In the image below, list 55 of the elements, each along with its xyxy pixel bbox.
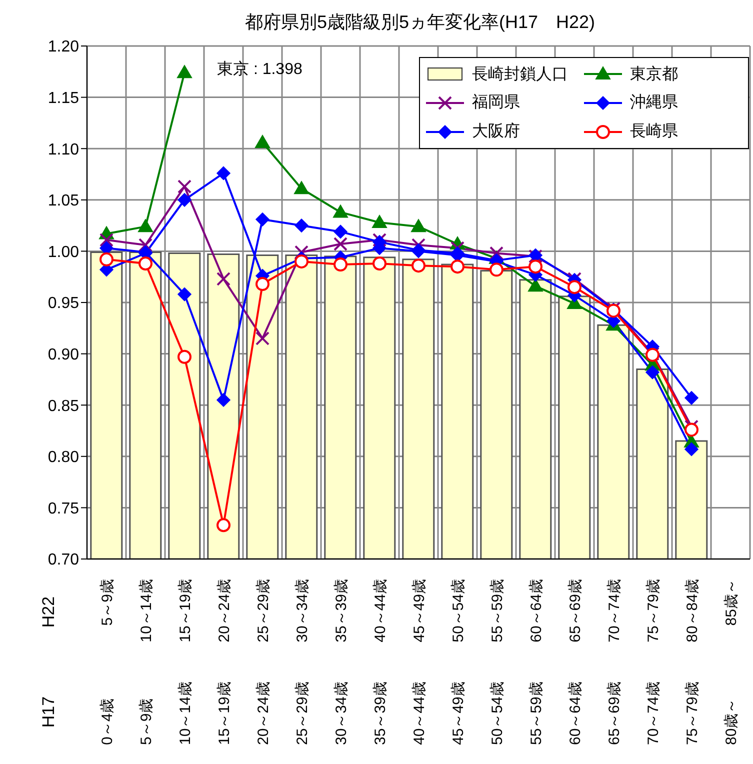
- x-tick-label: 5～9歳: [98, 579, 116, 626]
- y-tick-label: 1.05: [48, 192, 80, 210]
- text: H17: [38, 696, 58, 728]
- x-tick-label: 65～69歳: [566, 579, 584, 642]
- legend-label: 沖縄県: [630, 92, 678, 114]
- text: 0～4歳: [98, 698, 116, 745]
- annotation: 東京 : 1.398: [217, 60, 302, 78]
- x-tick-label: 10～14歳: [138, 579, 155, 642]
- x-tick-label: 70～74歳: [606, 579, 623, 642]
- text: 65～69歳: [606, 682, 623, 745]
- legend-label: 長崎封鎖人口: [472, 64, 568, 85]
- text: 20～24歳: [254, 682, 272, 745]
- legend-label: 福岡県: [472, 92, 520, 114]
- text: 45～49歳: [450, 682, 467, 745]
- text: 35～39歳: [372, 682, 389, 745]
- y-tick-label: 0.70: [48, 552, 80, 569]
- text: 60～64歳: [566, 682, 584, 745]
- x-tick-label: 55～59歳: [488, 579, 506, 642]
- x-tick-label: 45～49歳: [410, 579, 428, 642]
- y-tick-label: 1.10: [48, 141, 80, 158]
- x-tick-label: 20～24歳: [216, 579, 233, 642]
- y-tick-label: 0.85: [48, 398, 80, 415]
- text: 75～79歳: [684, 682, 701, 745]
- y-tick-label: 1.15: [48, 90, 80, 107]
- y-tick-label: 1.00: [48, 244, 80, 261]
- x-tick-label: 85歳～: [722, 579, 740, 626]
- legend-label: 大阪府: [472, 122, 520, 142]
- x-tick-label: 35～39歳: [332, 579, 350, 642]
- text: H22: [38, 596, 58, 628]
- text: 5～9歳: [138, 698, 155, 745]
- text: 25～29歳: [294, 682, 311, 745]
- text: 10～14歳: [176, 682, 194, 745]
- x-tick-label: 75～79歳: [644, 579, 662, 642]
- text: 30～34歳: [332, 682, 350, 745]
- y-tick-label: 1.20: [48, 38, 80, 56]
- legend-label: 長崎県: [630, 122, 678, 142]
- y-tick-label: 0.90: [48, 346, 80, 364]
- chart-title: 都府県別5歳階級別5ヵ年変化率(H17 H22): [244, 11, 596, 34]
- text: 80歳～: [722, 698, 740, 745]
- text: 55～59歳: [528, 682, 545, 745]
- x-tick-label: 50～54歳: [450, 579, 467, 642]
- x-tick-label: 60～64歳: [528, 579, 545, 642]
- text: 40～44歳: [410, 682, 428, 745]
- x-tick-label: 40～44歳: [372, 579, 389, 642]
- text: 15～19歳: [216, 682, 233, 745]
- text: 70～74歳: [644, 682, 662, 745]
- y-tick-label: 0.75: [48, 500, 80, 518]
- legend-label: 東京都: [630, 64, 678, 85]
- x-tick-label: 30～34歳: [294, 579, 311, 642]
- x-tick-label: 80～84歳: [684, 579, 701, 642]
- x-tick-label: 25～29歳: [254, 579, 272, 642]
- x-tick-label: 15～19歳: [176, 579, 194, 642]
- y-tick-label: 0.95: [48, 295, 80, 312]
- y-tick-label: 0.80: [48, 449, 80, 466]
- text: 50～54歳: [488, 682, 506, 745]
